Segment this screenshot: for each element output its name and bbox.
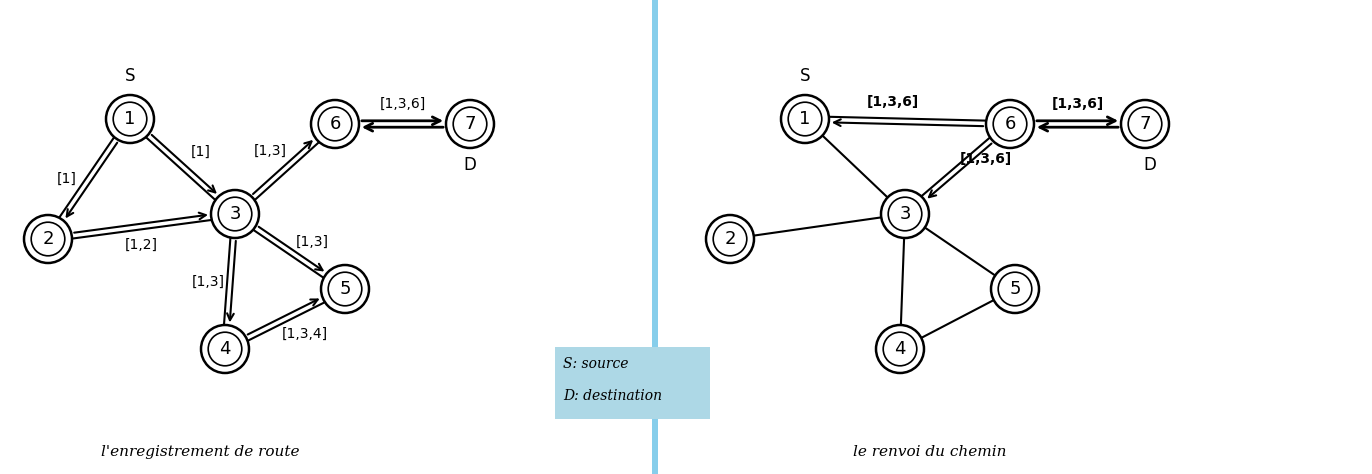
Circle shape [202, 325, 248, 373]
Text: [1,3,6]: [1,3,6] [380, 97, 425, 111]
Circle shape [986, 100, 1034, 148]
Circle shape [311, 100, 359, 148]
Text: [1,3]: [1,3] [254, 144, 287, 158]
Text: 1: 1 [800, 110, 811, 128]
Text: D: D [1144, 156, 1157, 174]
Text: 1: 1 [125, 110, 136, 128]
Text: [1]: [1] [191, 145, 210, 158]
Text: 2: 2 [724, 230, 735, 248]
Text: 5: 5 [339, 280, 351, 298]
Text: 5: 5 [1010, 280, 1021, 298]
Text: 6: 6 [329, 115, 340, 133]
Text: [1,2]: [1,2] [125, 237, 158, 252]
Text: l'enregistrement de route: l'enregistrement de route [100, 445, 299, 459]
Text: S: source: S: source [563, 357, 628, 371]
Circle shape [106, 95, 154, 143]
FancyBboxPatch shape [556, 347, 709, 419]
Text: 7: 7 [464, 115, 476, 133]
Circle shape [881, 190, 929, 238]
Text: [1,3]: [1,3] [192, 274, 225, 289]
Circle shape [446, 100, 494, 148]
Circle shape [1121, 100, 1169, 148]
Text: [1,3,6]: [1,3,6] [866, 94, 919, 109]
Text: S: S [800, 67, 811, 85]
Text: 7: 7 [1139, 115, 1151, 133]
Circle shape [321, 265, 369, 313]
Text: [1,3,6]: [1,3,6] [1051, 97, 1103, 111]
Text: S: S [125, 67, 136, 85]
Text: 3: 3 [899, 205, 911, 223]
Text: 2: 2 [43, 230, 54, 248]
Text: D: D [464, 156, 476, 174]
FancyBboxPatch shape [652, 0, 659, 474]
Circle shape [211, 190, 259, 238]
Text: [1,3,4]: [1,3,4] [281, 327, 328, 341]
Circle shape [23, 215, 71, 263]
Circle shape [875, 325, 923, 373]
Text: [1,3,6]: [1,3,6] [959, 152, 1011, 166]
Text: 4: 4 [220, 340, 230, 358]
Text: 3: 3 [229, 205, 240, 223]
Text: 6: 6 [1004, 115, 1015, 133]
Circle shape [991, 265, 1039, 313]
Text: [1,3]: [1,3] [295, 235, 328, 248]
Circle shape [781, 95, 829, 143]
Text: le renvoi du chemin: le renvoi du chemin [853, 445, 1007, 459]
Text: D: destination: D: destination [563, 389, 663, 403]
Text: [1]: [1] [58, 172, 77, 186]
Text: 4: 4 [895, 340, 906, 358]
Circle shape [707, 215, 755, 263]
